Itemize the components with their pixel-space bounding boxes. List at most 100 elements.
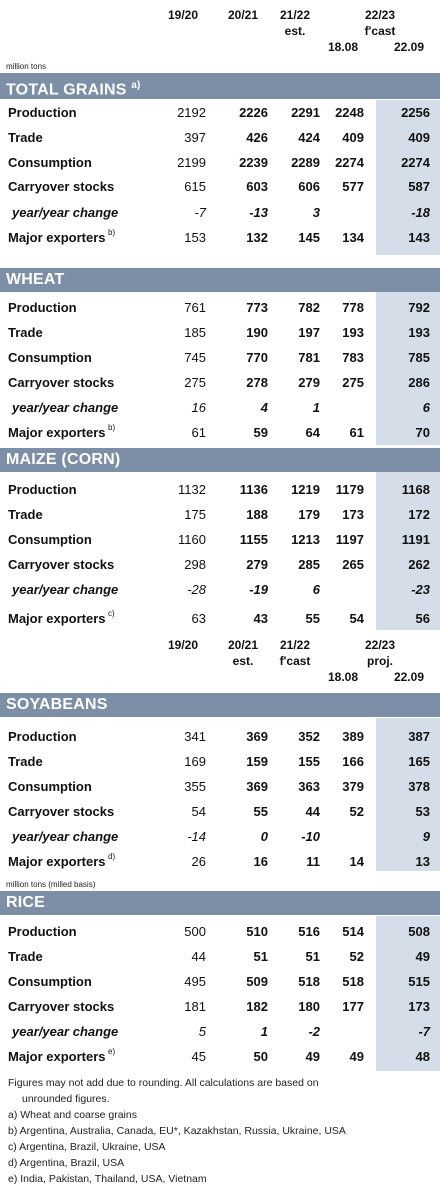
cell-value: 188 bbox=[246, 507, 268, 522]
cell-value: 143 bbox=[408, 230, 430, 245]
header-date-1: 18.08 bbox=[327, 670, 359, 684]
cell-value: 761 bbox=[184, 300, 206, 315]
cell-value: -2 bbox=[308, 1024, 320, 1039]
row-label: Major exporters bbox=[8, 611, 106, 626]
forecast-column-shade bbox=[376, 100, 440, 255]
row-label: Consumption bbox=[8, 532, 92, 547]
cell-value: 279 bbox=[298, 375, 320, 390]
row-label: Production bbox=[8, 924, 77, 939]
cell-value: 409 bbox=[342, 130, 364, 145]
row-label: Major exporters bbox=[8, 425, 106, 440]
footnotes: Figures may not add due to rounding. All… bbox=[8, 1075, 432, 1187]
cell-value: 515 bbox=[408, 974, 430, 989]
row-label: Trade bbox=[8, 507, 43, 522]
cell-value: 44 bbox=[305, 804, 320, 819]
cell-value: 1155 bbox=[239, 532, 268, 547]
table-row: Consumption 745 770 781 783 785 bbox=[0, 346, 440, 370]
cell-value: 285 bbox=[298, 557, 320, 572]
footnote-d: d) Argentina, Brazil, USA bbox=[8, 1157, 125, 1169]
cell-value: 369 bbox=[246, 729, 268, 744]
cell-value: 508 bbox=[408, 924, 430, 939]
cell-value: -19 bbox=[249, 582, 268, 597]
cell-value: 1 bbox=[312, 400, 320, 415]
table-row: Trade 44 51 51 52 49 bbox=[0, 945, 440, 969]
cell-value: 615 bbox=[184, 179, 206, 194]
header-22-23: 22/23 bbox=[364, 638, 396, 652]
cell-value: 13 bbox=[415, 854, 430, 869]
cell-value: 792 bbox=[408, 300, 430, 315]
row-label: Carryover stocks bbox=[8, 557, 115, 572]
cell-value: -7 bbox=[194, 205, 206, 220]
cell-value: 2192 bbox=[177, 105, 206, 120]
cell-value: 159 bbox=[246, 754, 268, 769]
cell-value: 369 bbox=[246, 779, 268, 794]
footnote-line: unrounded figures. bbox=[22, 1093, 110, 1105]
cell-value: 52 bbox=[349, 949, 364, 964]
row-label: Consumption bbox=[8, 350, 92, 365]
table-row: Consumption 355 369 363 379 378 bbox=[0, 775, 440, 799]
cell-value: 514 bbox=[342, 924, 364, 939]
cell-value: 587 bbox=[408, 179, 430, 194]
table-row: Carryover stocks 615 603 606 577 587 bbox=[0, 175, 440, 199]
cell-value: 53 bbox=[415, 804, 430, 819]
header-22-23-sub: proj. bbox=[367, 654, 393, 668]
cell-value: 49 bbox=[305, 1049, 320, 1064]
cell-value: 778 bbox=[342, 300, 364, 315]
cell-value: 16 bbox=[191, 400, 206, 415]
cell-value: 51 bbox=[305, 949, 320, 964]
table-row: Trade 397 426 424 409 409 bbox=[0, 126, 440, 150]
row-label: year/year change bbox=[12, 829, 119, 844]
cell-value: 14 bbox=[349, 854, 364, 869]
cell-value: 181 bbox=[184, 999, 206, 1014]
cell-value: 298 bbox=[184, 557, 206, 572]
header-22-23-sub: f'cast bbox=[364, 24, 396, 38]
table-row: Trade 169 159 155 166 165 bbox=[0, 750, 440, 774]
table-row: year/year change 16 4 1 6 bbox=[0, 396, 440, 420]
cell-value: 2226 bbox=[239, 105, 268, 120]
cell-value: 55 bbox=[305, 611, 320, 626]
row-label: Trade bbox=[8, 754, 43, 769]
cell-value: 52 bbox=[349, 804, 364, 819]
forecast-column-shade bbox=[376, 718, 440, 871]
header-date-2: 22.09 bbox=[393, 40, 425, 54]
footnote-b: b) Argentina, Australia, Canada, EU*, Ka… bbox=[8, 1125, 346, 1137]
forecast-column-shade bbox=[376, 472, 440, 630]
cell-value: 16 bbox=[253, 854, 268, 869]
header-19-20: 19/20 bbox=[167, 638, 199, 652]
cell-value: 275 bbox=[184, 375, 206, 390]
row-label: Production bbox=[8, 105, 77, 120]
cell-value: 64 bbox=[305, 425, 320, 440]
cell-value: 145 bbox=[298, 230, 320, 245]
cell-value: 495 bbox=[184, 974, 206, 989]
cell-value: 49 bbox=[349, 1049, 364, 1064]
cell-value: 48 bbox=[415, 1049, 430, 1064]
cell-value: 379 bbox=[342, 779, 364, 794]
header-21-22-sub: f'cast bbox=[279, 654, 311, 668]
table-row: Major exporters b) 153 132 145 134 143 bbox=[0, 226, 440, 250]
row-label: year/year change bbox=[12, 1024, 119, 1039]
cell-value: 175 bbox=[184, 507, 206, 522]
header-date-2: 22.09 bbox=[393, 670, 425, 684]
cell-value: 54 bbox=[191, 804, 206, 819]
forecast-column-shade bbox=[376, 916, 440, 1071]
row-label: Consumption bbox=[8, 779, 92, 794]
table-row: Consumption 495 509 518 518 515 bbox=[0, 970, 440, 994]
row-label: Consumption bbox=[8, 974, 92, 989]
cell-value: -23 bbox=[411, 582, 430, 597]
cell-value: 510 bbox=[246, 924, 268, 939]
cell-value: 155 bbox=[298, 754, 320, 769]
header-20-21: 20/21 bbox=[227, 8, 259, 22]
cell-value: 6 bbox=[422, 400, 430, 415]
row-label: Trade bbox=[8, 949, 43, 964]
cell-value: 518 bbox=[342, 974, 364, 989]
table-row: Consumption 2199 2239 2289 2274 2274 bbox=[0, 151, 440, 175]
row-label: Consumption bbox=[8, 155, 92, 170]
cell-value: 773 bbox=[246, 300, 268, 315]
section-rice: RICE bbox=[0, 891, 440, 915]
cell-value: 11 bbox=[306, 854, 320, 869]
table-row: Carryover stocks 275 278 279 275 286 bbox=[0, 371, 440, 395]
cell-value: 50 bbox=[253, 1049, 268, 1064]
row-label: Carryover stocks bbox=[8, 999, 115, 1014]
cell-value: 2199 bbox=[177, 155, 206, 170]
row-label: Major exporters bbox=[8, 854, 106, 869]
